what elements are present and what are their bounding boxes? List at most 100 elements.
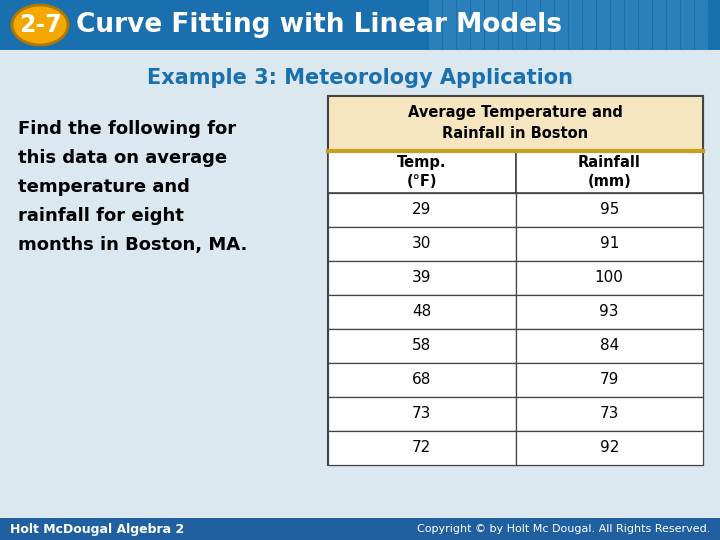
FancyBboxPatch shape — [681, 0, 694, 10]
FancyBboxPatch shape — [457, 30, 470, 40]
FancyBboxPatch shape — [485, 10, 498, 20]
FancyBboxPatch shape — [513, 30, 526, 40]
Text: 72: 72 — [412, 441, 431, 456]
FancyBboxPatch shape — [527, 10, 540, 20]
Bar — [516, 193, 703, 227]
FancyBboxPatch shape — [569, 0, 582, 10]
FancyBboxPatch shape — [653, 30, 666, 40]
Text: Curve Fitting with Linear Models: Curve Fitting with Linear Models — [76, 12, 562, 38]
Text: 73: 73 — [600, 407, 619, 422]
FancyBboxPatch shape — [597, 0, 610, 10]
FancyBboxPatch shape — [625, 20, 638, 30]
FancyBboxPatch shape — [527, 20, 540, 30]
FancyBboxPatch shape — [513, 20, 526, 30]
FancyBboxPatch shape — [653, 20, 666, 30]
FancyBboxPatch shape — [485, 0, 498, 10]
Bar — [328, 96, 703, 151]
FancyBboxPatch shape — [527, 30, 540, 40]
FancyBboxPatch shape — [583, 40, 596, 50]
FancyBboxPatch shape — [443, 40, 456, 50]
Text: Average Temperature and
Rainfall in Boston: Average Temperature and Rainfall in Bost… — [408, 105, 623, 141]
FancyBboxPatch shape — [443, 0, 456, 10]
FancyBboxPatch shape — [653, 10, 666, 20]
FancyBboxPatch shape — [499, 40, 512, 50]
FancyBboxPatch shape — [611, 30, 624, 40]
FancyBboxPatch shape — [583, 0, 596, 10]
FancyBboxPatch shape — [555, 10, 568, 20]
Bar — [328, 96, 703, 465]
FancyBboxPatch shape — [625, 40, 638, 50]
FancyBboxPatch shape — [653, 0, 666, 10]
FancyBboxPatch shape — [429, 10, 442, 20]
Bar — [328, 431, 516, 465]
Bar — [516, 397, 703, 431]
FancyBboxPatch shape — [513, 10, 526, 20]
Text: 92: 92 — [600, 441, 619, 456]
FancyBboxPatch shape — [429, 20, 442, 30]
FancyBboxPatch shape — [429, 40, 442, 50]
Text: rainfall for eight: rainfall for eight — [18, 207, 184, 225]
Bar — [516, 261, 703, 295]
FancyBboxPatch shape — [555, 30, 568, 40]
FancyBboxPatch shape — [569, 40, 582, 50]
FancyBboxPatch shape — [429, 0, 442, 10]
Bar — [516, 363, 703, 397]
Bar — [328, 261, 516, 295]
Text: 48: 48 — [412, 305, 431, 320]
FancyBboxPatch shape — [569, 30, 582, 40]
FancyBboxPatch shape — [443, 10, 456, 20]
FancyBboxPatch shape — [611, 10, 624, 20]
FancyBboxPatch shape — [667, 10, 680, 20]
Text: 84: 84 — [600, 339, 619, 354]
FancyBboxPatch shape — [597, 30, 610, 40]
FancyBboxPatch shape — [555, 0, 568, 10]
Text: Find the following for: Find the following for — [18, 120, 236, 138]
FancyBboxPatch shape — [485, 20, 498, 30]
Bar — [328, 397, 516, 431]
Text: 58: 58 — [412, 339, 431, 354]
FancyBboxPatch shape — [639, 10, 652, 20]
FancyBboxPatch shape — [681, 20, 694, 30]
FancyBboxPatch shape — [611, 20, 624, 30]
FancyBboxPatch shape — [667, 30, 680, 40]
FancyBboxPatch shape — [597, 40, 610, 50]
FancyBboxPatch shape — [625, 30, 638, 40]
Bar — [328, 227, 516, 261]
FancyBboxPatch shape — [639, 20, 652, 30]
FancyBboxPatch shape — [471, 10, 484, 20]
FancyBboxPatch shape — [471, 40, 484, 50]
Text: 29: 29 — [412, 202, 431, 218]
FancyBboxPatch shape — [625, 10, 638, 20]
FancyBboxPatch shape — [583, 30, 596, 40]
FancyBboxPatch shape — [485, 40, 498, 50]
FancyBboxPatch shape — [639, 0, 652, 10]
Bar — [328, 295, 516, 329]
Bar — [516, 431, 703, 465]
FancyBboxPatch shape — [499, 0, 512, 10]
FancyBboxPatch shape — [569, 10, 582, 20]
FancyBboxPatch shape — [695, 30, 708, 40]
FancyBboxPatch shape — [541, 20, 554, 30]
FancyBboxPatch shape — [485, 30, 498, 40]
Bar — [516, 329, 703, 363]
FancyBboxPatch shape — [513, 0, 526, 10]
FancyBboxPatch shape — [513, 40, 526, 50]
Text: 39: 39 — [412, 271, 431, 286]
FancyBboxPatch shape — [611, 0, 624, 10]
FancyBboxPatch shape — [625, 0, 638, 10]
FancyBboxPatch shape — [695, 0, 708, 10]
Text: 91: 91 — [600, 237, 619, 252]
Bar — [328, 329, 516, 363]
FancyBboxPatch shape — [541, 30, 554, 40]
FancyBboxPatch shape — [667, 20, 680, 30]
Text: this data on average: this data on average — [18, 149, 227, 167]
Text: 95: 95 — [600, 202, 619, 218]
FancyBboxPatch shape — [667, 40, 680, 50]
FancyBboxPatch shape — [429, 30, 442, 40]
Text: 68: 68 — [412, 373, 431, 388]
FancyBboxPatch shape — [667, 0, 680, 10]
FancyBboxPatch shape — [639, 30, 652, 40]
Text: 79: 79 — [600, 373, 619, 388]
Bar — [516, 227, 703, 261]
FancyBboxPatch shape — [443, 20, 456, 30]
